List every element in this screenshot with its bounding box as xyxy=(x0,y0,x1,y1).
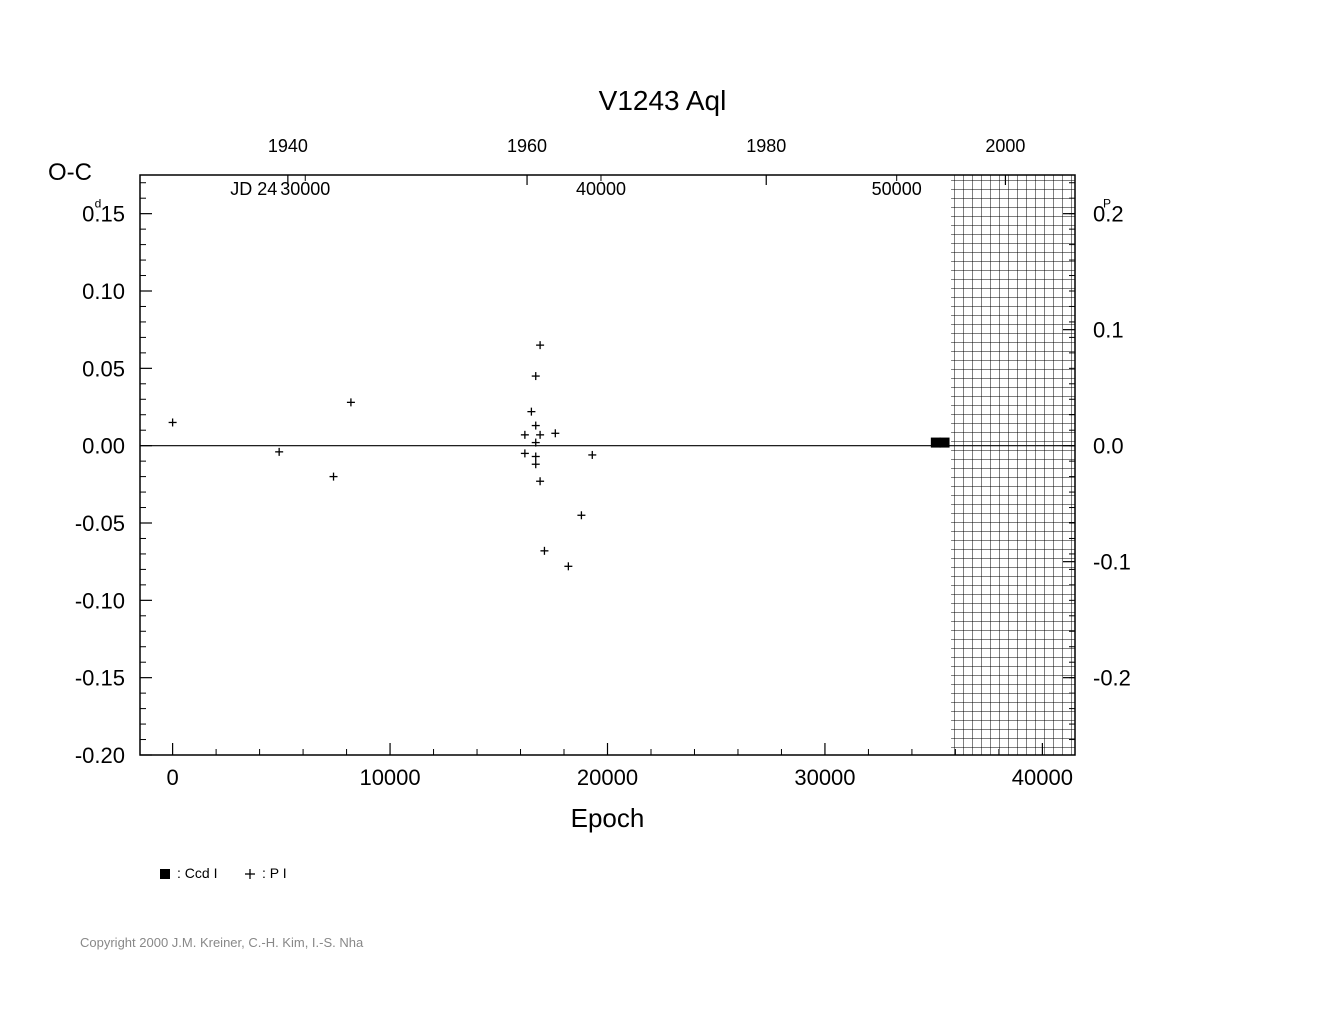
y-left-tick-label: -0.10 xyxy=(75,588,125,613)
jd-prefix: JD 24 xyxy=(230,179,277,199)
y-left-label: O-C xyxy=(48,159,92,186)
x-tick-label: 10000 xyxy=(359,765,420,790)
top-year-label: 1980 xyxy=(746,136,786,156)
y-right-tick-label: -0.2 xyxy=(1093,666,1131,691)
x-tick-label: 20000 xyxy=(577,765,638,790)
data-point-square xyxy=(931,438,941,448)
top-year-label: 1960 xyxy=(507,136,547,156)
copyright-text: Copyright 2000 J.M. Kreiner, C.-H. Kim, … xyxy=(80,935,363,950)
chart-svg: V1243 Aql 0 10000 20000 30000 40000 Epoch 1940 1… xyxy=(0,0,1325,1020)
y-left-tick-label: 0.10 xyxy=(82,279,125,304)
y-right-tick-label: 0.1 xyxy=(1093,318,1124,343)
y-left-tick-label: 0.00 xyxy=(82,434,125,459)
legend-label: : P I xyxy=(262,865,287,881)
y-right-tick-label: -0.1 xyxy=(1093,550,1131,575)
x-tick-label: 0 xyxy=(166,765,178,790)
y-left-tick-label: 0.05 xyxy=(82,356,125,381)
oc-diagram-chart: V1243 Aql 0 10000 20000 30000 40000 Epoch 1940 1… xyxy=(0,0,1325,1020)
y-left-tick-label: -0.05 xyxy=(75,511,125,536)
top-year-label: 2000 xyxy=(985,136,1025,156)
jd-tick-label: 30000 xyxy=(280,179,330,199)
hatched-region xyxy=(951,175,1075,755)
x-tick-label: 40000 xyxy=(1012,765,1073,790)
jd-tick-label: 40000 xyxy=(576,179,626,199)
y-right-superscript: P xyxy=(1103,197,1111,211)
plot-border xyxy=(140,175,1075,755)
chart-title: V1243 Aql xyxy=(599,85,727,116)
x-tick-label: 30000 xyxy=(794,765,855,790)
y-left-superscript: d xyxy=(95,197,102,211)
legend-label: : Ccd I xyxy=(177,865,217,881)
y-left-tick-label: -0.15 xyxy=(75,666,125,691)
jd-tick-label: 50000 xyxy=(872,179,922,199)
top-year-label: 1940 xyxy=(268,136,308,156)
legend-square-icon xyxy=(160,869,170,879)
y-left-tick-label: -0.20 xyxy=(75,743,125,768)
data-point-square xyxy=(940,438,950,448)
y-left-tick-label: 0.15 xyxy=(82,202,125,227)
y-right-tick-label: 0.0 xyxy=(1093,434,1124,459)
x-axis-label: Epoch xyxy=(571,803,645,833)
